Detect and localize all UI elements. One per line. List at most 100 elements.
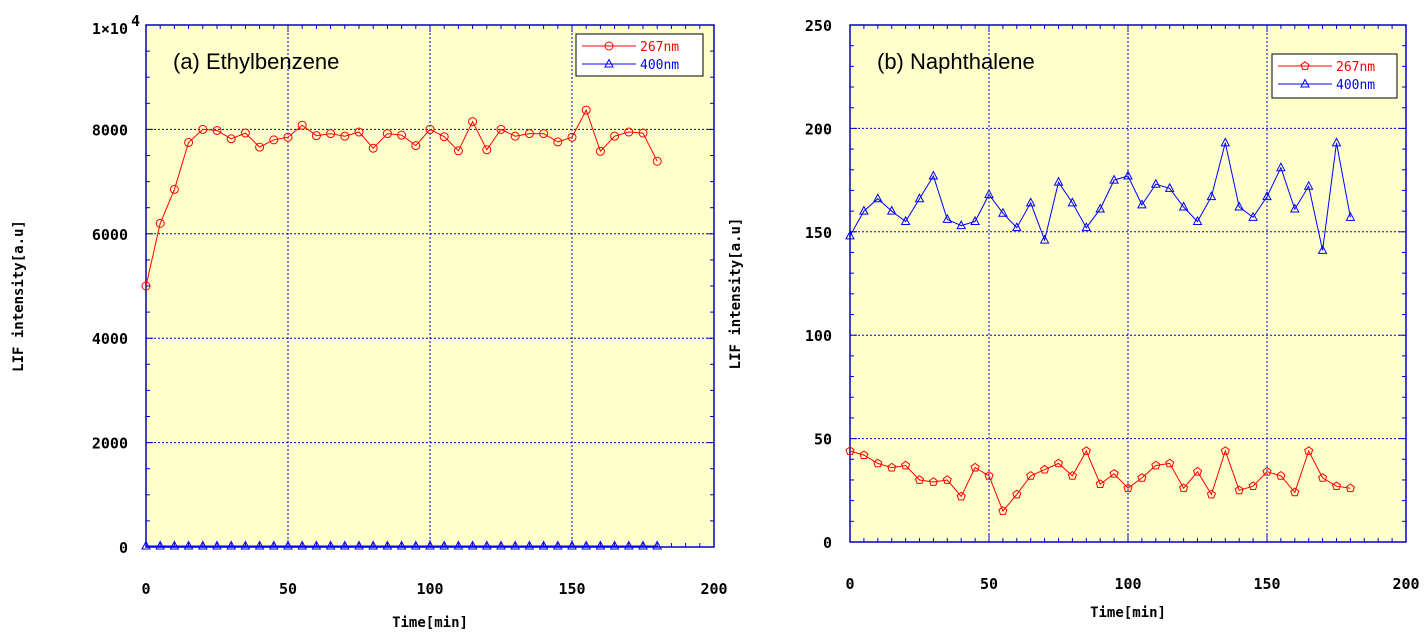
x-tick-label: 50 <box>980 575 998 593</box>
data-point <box>240 540 251 550</box>
data-point <box>1081 446 1091 455</box>
data-point <box>887 462 897 472</box>
chart-a-title: (a) Ethylbenzene <box>173 49 339 74</box>
data-point <box>183 540 194 550</box>
data-point <box>255 142 265 152</box>
y-tick-label: 50 <box>814 431 832 449</box>
x-tick-label: 200 <box>1392 575 1419 593</box>
data-point <box>212 125 222 135</box>
data-point <box>368 540 379 550</box>
data-point <box>1012 489 1022 499</box>
data-point <box>425 540 435 550</box>
y-tick-label: 0 <box>119 539 128 557</box>
x-tick-label: 50 <box>279 580 297 598</box>
series-267nm <box>141 105 662 291</box>
data-point <box>410 540 421 550</box>
data-point <box>538 540 549 550</box>
data-point <box>567 132 577 142</box>
data-point <box>524 129 534 139</box>
data-point <box>553 137 563 147</box>
legend-entry: 400nm <box>582 58 679 73</box>
data-point <box>510 131 520 141</box>
data-point <box>956 220 967 230</box>
data-point <box>1262 466 1272 476</box>
y-tick-label: 100 <box>805 327 832 345</box>
data-point <box>197 540 208 550</box>
data-point <box>1137 473 1147 482</box>
data-point <box>1290 487 1300 497</box>
series-267nm <box>845 446 1355 515</box>
data-point <box>942 475 952 484</box>
data-point <box>900 215 911 225</box>
chart-ethylbenzene: (a) Ethylbenzene 0 50 100 150 20002000400060… <box>11 12 728 631</box>
y-tick-label: 4000 <box>92 330 128 348</box>
data-point <box>914 475 925 484</box>
plot-area <box>850 25 1406 542</box>
data-point <box>1053 176 1064 186</box>
data-point <box>1178 201 1189 211</box>
y-axis-label: LIF intensity[a.u] <box>728 218 744 370</box>
chart-naphthalene: (b) Naphthalene 0 50 100 150 200 0 50 100 150 200… <box>728 17 1420 621</box>
data-point <box>539 129 549 139</box>
legend-box <box>575 33 704 77</box>
data-point <box>226 134 236 144</box>
data-point <box>439 132 449 142</box>
data-point <box>212 540 222 550</box>
data-point <box>1151 460 1161 470</box>
data-point <box>1317 244 1328 254</box>
data-point <box>638 128 648 138</box>
data-point <box>1220 137 1231 147</box>
data-point <box>998 506 1008 515</box>
data-point <box>1025 197 1036 207</box>
data-point <box>155 218 165 228</box>
legend-marker <box>1300 61 1310 70</box>
x-tick-label: 200 <box>700 580 727 598</box>
y-tick-label: 8000 <box>92 121 128 139</box>
legend-label: 267nm <box>1336 60 1375 75</box>
data-point <box>1123 483 1133 493</box>
data-point <box>397 130 407 140</box>
data-point <box>1206 489 1216 499</box>
data-point <box>311 540 322 550</box>
data-point <box>453 146 463 156</box>
data-point <box>859 450 869 460</box>
data-point <box>638 540 648 550</box>
legend-box <box>1271 53 1398 99</box>
data-point <box>1026 471 1036 480</box>
data-point <box>496 124 506 134</box>
data-point <box>956 491 966 501</box>
data-point <box>1039 234 1050 244</box>
data-point <box>1304 446 1314 455</box>
x-tick-label: 0 <box>141 580 150 598</box>
x-axis-label: Time[min] <box>1090 605 1166 621</box>
data-point <box>886 205 897 215</box>
data-point <box>311 131 321 141</box>
series-400nm <box>141 540 663 550</box>
legend: 267nm 400nm <box>575 33 704 77</box>
data-point <box>1067 197 1078 207</box>
data-point <box>1040 464 1050 474</box>
data-point <box>354 127 364 137</box>
data-point <box>581 540 592 550</box>
data-point <box>297 120 307 130</box>
x-tick-label: 150 <box>558 580 585 598</box>
plot-frame <box>849 24 1407 543</box>
data-point <box>984 189 994 199</box>
data-point <box>859 205 869 215</box>
legend-entry: 267nm <box>582 40 679 55</box>
data-point <box>652 156 662 166</box>
data-point <box>623 540 634 550</box>
data-point <box>901 460 911 470</box>
data-point <box>970 462 980 472</box>
data-point <box>425 124 435 134</box>
data-point <box>595 146 605 156</box>
data-point <box>1067 471 1077 480</box>
series-line <box>849 449 1351 512</box>
data-point <box>624 127 634 137</box>
data-point <box>998 207 1008 217</box>
data-point <box>609 540 620 550</box>
data-point <box>652 540 663 550</box>
data-point <box>914 193 925 203</box>
data-point <box>268 540 279 550</box>
y-tick-label: 200 <box>805 120 832 138</box>
